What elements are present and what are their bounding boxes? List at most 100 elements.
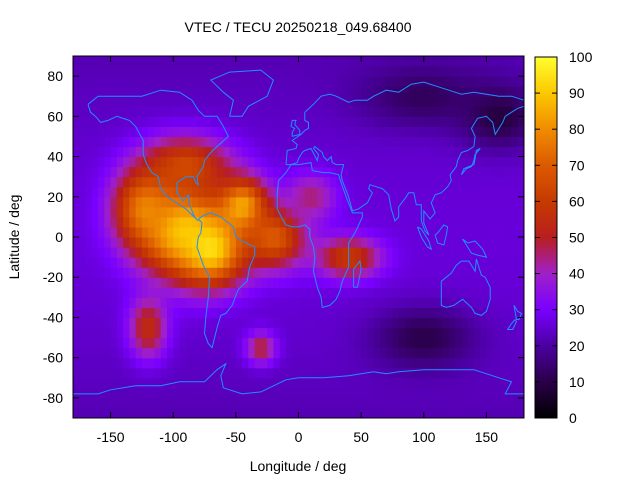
heatmap-cell — [379, 357, 387, 369]
heatmap-cell — [417, 247, 425, 258]
heatmap-cell — [336, 156, 343, 168]
heatmap-cell — [411, 277, 419, 288]
heatmap-cell — [498, 327, 506, 339]
heatmap-cell — [267, 126, 275, 138]
heatmap-cell — [198, 307, 206, 319]
heatmap-cell — [198, 226, 206, 238]
heatmap-cell — [148, 56, 156, 67]
heatmap-cell — [79, 176, 87, 188]
heatmap-cell — [198, 96, 206, 107]
heatmap-cell — [192, 186, 199, 198]
heatmap-cell — [448, 136, 456, 148]
heatmap-cell — [404, 206, 412, 218]
heatmap-cell — [198, 297, 206, 308]
heatmap-cell — [311, 377, 318, 389]
heatmap-cell — [79, 247, 87, 258]
heatmap-cell — [461, 277, 469, 288]
heatmap-cell — [498, 186, 506, 198]
heatmap-cell — [417, 377, 425, 389]
heatmap-cell — [467, 337, 475, 349]
heatmap-cell — [417, 56, 425, 67]
heatmap-cell — [329, 317, 337, 329]
heatmap-cell — [442, 337, 450, 349]
heatmap-cell — [104, 66, 112, 77]
heatmap-cell — [311, 347, 318, 359]
heatmap-cell — [367, 116, 375, 127]
heatmap-cell — [505, 287, 513, 298]
heatmap-cell — [342, 347, 350, 359]
heatmap-cell — [79, 196, 87, 208]
heatmap-cell — [486, 116, 494, 127]
heatmap-cell — [480, 176, 488, 188]
colorbar-tick-label: 50 — [569, 230, 585, 246]
heatmap-cell — [486, 407, 494, 418]
heatmap-cell — [430, 277, 437, 288]
heatmap-cell — [204, 377, 212, 389]
heatmap-cell — [517, 206, 524, 218]
heatmap-cell — [342, 237, 350, 248]
heatmap-cell — [455, 226, 462, 238]
heatmap-cell — [104, 116, 112, 127]
heatmap-cell — [135, 237, 143, 248]
heatmap-cell — [455, 206, 462, 218]
heatmap-cell — [129, 387, 137, 399]
heatmap-cell — [404, 66, 412, 77]
heatmap-cell — [442, 206, 450, 218]
heatmap-cell — [480, 56, 488, 67]
heatmap-cell — [386, 96, 394, 107]
heatmap-cell — [135, 226, 143, 238]
heatmap-cell — [285, 257, 293, 268]
heatmap-cell — [154, 317, 162, 329]
heatmap-cell — [141, 176, 149, 188]
heatmap-cell — [154, 327, 162, 339]
heatmap-cell — [342, 96, 350, 107]
heatmap-cell — [498, 237, 506, 248]
heatmap-cell — [311, 267, 318, 278]
heatmap-cell — [260, 247, 268, 258]
heatmap-cell — [404, 397, 412, 409]
heatmap-cell — [166, 277, 174, 288]
heatmap-cell — [79, 367, 87, 379]
heatmap-cell — [379, 116, 387, 127]
heatmap-cell — [285, 277, 293, 288]
heatmap-cell — [304, 287, 312, 298]
heatmap-cell — [292, 297, 300, 308]
heatmap-cell — [210, 337, 218, 349]
heatmap-cell — [235, 106, 243, 117]
heatmap-cell — [135, 156, 143, 168]
heatmap-cell — [267, 327, 275, 339]
heatmap-cell — [304, 66, 312, 77]
heatmap-cell — [298, 136, 306, 148]
heatmap-cell — [342, 397, 350, 409]
heatmap-cell — [398, 226, 406, 238]
heatmap-cell — [392, 327, 400, 339]
heatmap-cell — [179, 357, 187, 369]
heatmap-cell — [98, 216, 105, 228]
heatmap-cell — [448, 176, 456, 188]
heatmap-cell — [373, 387, 381, 399]
heatmap-cell — [467, 196, 475, 208]
heatmap-cell — [292, 216, 300, 228]
heatmap-cell — [279, 166, 287, 178]
heatmap-cell — [223, 297, 231, 308]
heatmap-cell — [461, 267, 469, 278]
heatmap-cell — [104, 287, 112, 298]
heatmap-cell — [160, 56, 168, 67]
heatmap-cell — [292, 226, 300, 238]
heatmap-cell — [198, 357, 206, 369]
heatmap-cell — [329, 397, 337, 409]
heatmap-cell — [79, 307, 87, 319]
heatmap-cell — [336, 136, 343, 148]
heatmap-cell — [179, 116, 187, 127]
heatmap-cell — [323, 86, 331, 97]
heatmap-cell — [192, 327, 199, 339]
heatmap-cell — [166, 156, 174, 168]
heatmap-cell — [448, 116, 456, 127]
x-tick-label: 150 — [475, 429, 499, 445]
heatmap-cell — [79, 407, 87, 418]
heatmap-cell — [179, 257, 187, 268]
heatmap-cell — [304, 96, 312, 107]
heatmap-cell — [166, 226, 174, 238]
heatmap-cell — [129, 66, 137, 77]
heatmap-cell — [505, 267, 513, 278]
